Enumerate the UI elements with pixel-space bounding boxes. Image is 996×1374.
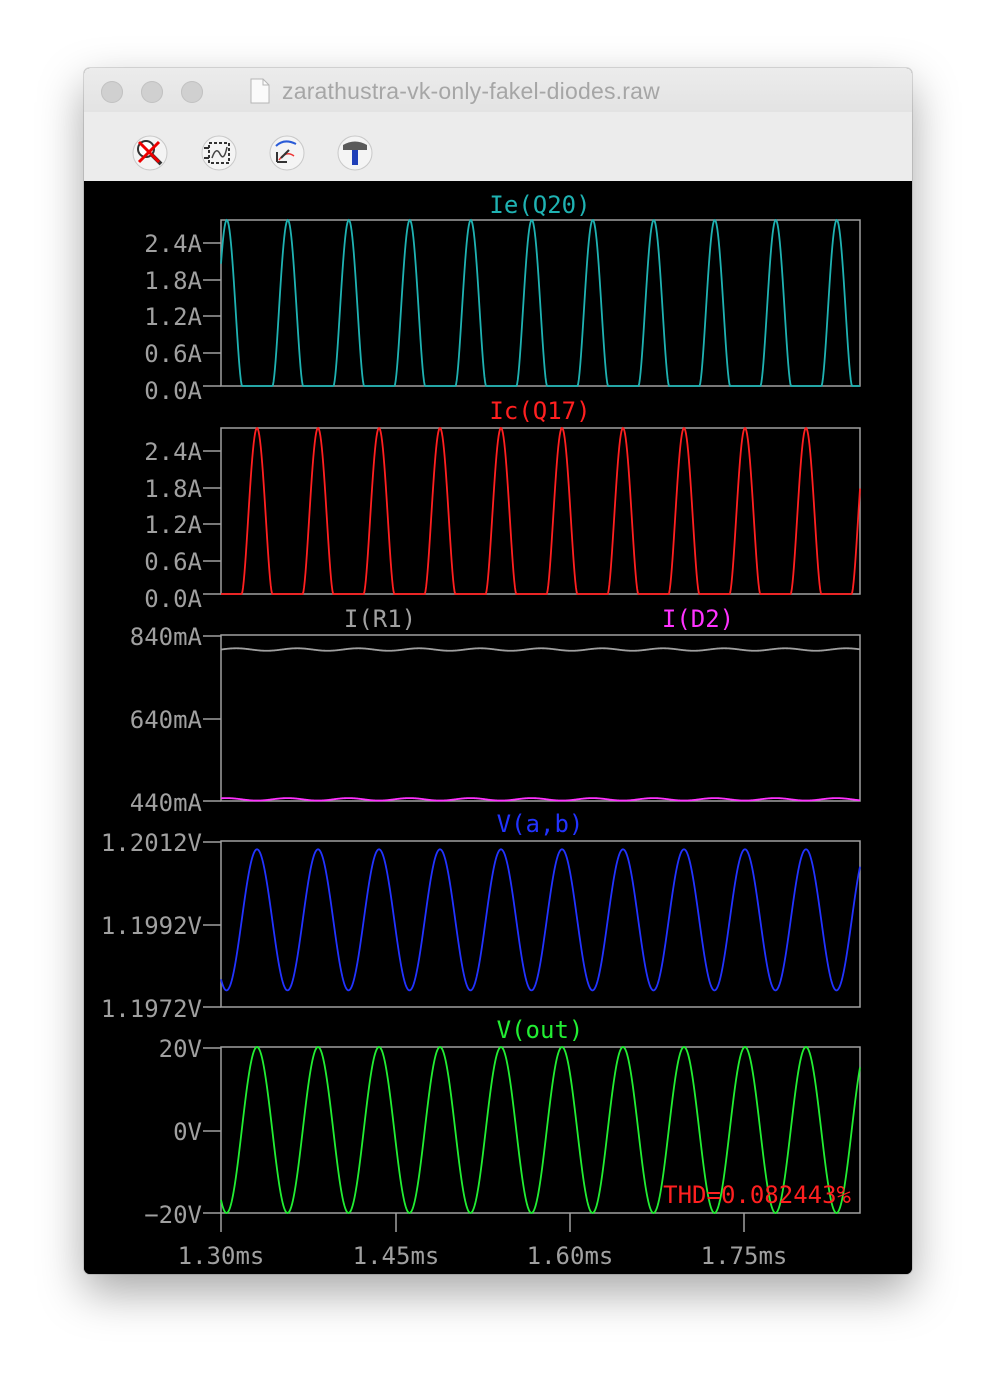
minimize-button[interactable]: [141, 81, 163, 103]
y-tick-ie-18: 1.8A: [144, 267, 202, 295]
tick-marks-ie: [203, 242, 221, 387]
autorange-button[interactable]: [200, 134, 238, 172]
cursor-icon: [269, 135, 305, 171]
window-title-group: zarathustra-vk-only-fakel-diodes.raw: [250, 77, 660, 105]
y-tick-ie-12: 1.2A: [144, 303, 202, 331]
y-tick-ie-00: 0.0A: [144, 377, 202, 405]
tick-marks-vab: [203, 841, 221, 1008]
toolbar: [84, 112, 912, 182]
zoom-cancel-button[interactable]: [131, 134, 169, 172]
x-tick-145: 1.45ms: [353, 1242, 440, 1270]
plot-area[interactable]: Ie(Q20) 2.4A 1.8A 1.2A 0.6A 0.0A Ic(Q17)…: [84, 181, 912, 1274]
y-tick-vab-top: 1.2012V: [101, 829, 202, 857]
trace-title-v-ab: V(a,b): [497, 810, 584, 838]
trace-title-v-out: V(out): [497, 1016, 584, 1044]
x-tick-130: 1.30ms: [178, 1242, 265, 1270]
close-button[interactable]: [101, 81, 123, 103]
thd-readout: THD=0.082443%: [663, 1181, 851, 1209]
window-title: zarathustra-vk-only-fakel-diodes.raw: [282, 77, 660, 104]
plot-frame-vout: [220, 1046, 861, 1214]
zoom-button[interactable]: [181, 81, 203, 103]
y-tick-ic-06: 0.6A: [144, 548, 202, 576]
trace-title-ic-q17: Ic(Q17): [489, 397, 590, 425]
trace-ie-q20: [220, 218, 860, 387]
panel-ir1-id2: I(R1) I(D2) 840mA 640mA 440mA: [130, 605, 861, 817]
plot-frame-vab: [220, 840, 861, 1008]
y-tick-vout-m20: −20V: [144, 1201, 202, 1229]
title-bar[interactable]: zarathustra-vk-only-fakel-diodes.raw: [84, 68, 912, 112]
panel-v-out: V(out) 20V 0V −20V THD=0.082443%: [144, 1016, 861, 1229]
y-tick-vab-mid: 1.1992V: [101, 912, 202, 940]
document-icon: [250, 78, 270, 104]
autorange-icon: [201, 135, 237, 171]
waveform-window: zarathustra-vk-only-fakel-diodes.raw: [84, 68, 912, 1274]
x-tick-175: 1.75ms: [701, 1242, 788, 1270]
y-tick-ir-640: 640mA: [130, 706, 203, 734]
x-tick-160: 1.60ms: [527, 1242, 614, 1270]
trace-title-i-d2: I(D2): [662, 605, 734, 633]
x-axis: 1.30ms 1.45ms 1.60ms 1.75ms: [178, 1213, 788, 1270]
tick-marks-ir: [203, 635, 221, 802]
trace-v-out: [220, 1046, 861, 1214]
y-tick-ie-24: 2.4A: [144, 230, 202, 258]
y-tick-vout-0: 0V: [173, 1118, 202, 1146]
y-tick-ic-24: 2.4A: [144, 438, 202, 466]
trace-v-ab: [220, 848, 861, 992]
hammer-icon: [337, 135, 373, 171]
y-tick-ir-840: 840mA: [130, 623, 203, 651]
zoom-cancel-icon: [132, 135, 168, 171]
waveform-plots[interactable]: Ie(Q20) 2.4A 1.8A 1.2A 0.6A 0.0A Ic(Q17)…: [84, 181, 912, 1274]
plot-frame-ir: [220, 634, 861, 802]
y-tick-ic-18: 1.8A: [144, 475, 202, 503]
trace-i-r1: [220, 647, 861, 652]
trace-title-ie-q20: Ie(Q20): [489, 191, 590, 219]
panel-v-ab: V(a,b) 1.2012V 1.1992V 1.1972V: [101, 810, 861, 1023]
hammer-button[interactable]: [336, 134, 374, 172]
y-tick-vab-bot: 1.1972V: [101, 995, 202, 1023]
tick-marks-vout: [203, 1047, 221, 1214]
trace-ic-q17: [221, 426, 861, 595]
y-tick-ic-12: 1.2A: [144, 511, 202, 539]
cursor-button[interactable]: [268, 134, 306, 172]
y-tick-ir-440: 440mA: [130, 789, 203, 817]
tick-marks-ic: [203, 450, 221, 595]
y-tick-vout-20: 20V: [159, 1035, 202, 1063]
panel-ie-q20: Ie(Q20) 2.4A 1.8A 1.2A 0.6A 0.0A: [144, 191, 861, 405]
plot-frame-ic: [220, 427, 861, 595]
trace-i-d2: [220, 797, 861, 802]
x-tick-marks: [220, 1213, 745, 1232]
y-tick-ie-06: 0.6A: [144, 340, 202, 368]
y-tick-ic-00: 0.0A: [144, 585, 202, 613]
trace-title-i-r1: I(R1): [344, 605, 416, 633]
plot-frame-ie: [220, 219, 861, 387]
panel-ic-q17: Ic(Q17) 2.4A 1.8A 1.2A 0.6A 0.0A: [144, 397, 861, 613]
